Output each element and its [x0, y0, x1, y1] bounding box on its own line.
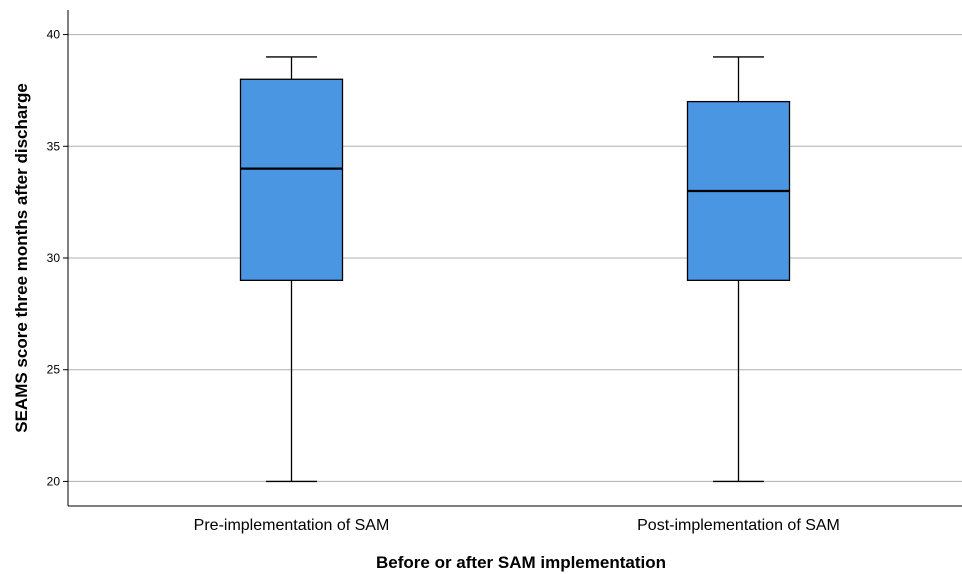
y-tick-label-20: 20 [47, 474, 61, 488]
box-group-1 [686, 56, 791, 483]
y-tick-label-40: 40 [47, 28, 61, 42]
boxes [239, 56, 791, 483]
y-axis-title: SEAMS score three months after discharge [12, 83, 31, 433]
y-tick-label-25: 25 [47, 363, 61, 377]
x-category-label-1: Post-implementation of SAM [637, 517, 840, 534]
y-tick-labels: 20 25 30 35 40 [47, 28, 68, 488]
x-category-label-0: Pre-implementation of SAM [194, 517, 390, 534]
x-category-labels: Pre-implementation of SAM Post-implementa… [194, 517, 840, 534]
iqr-box [239, 78, 344, 281]
y-tick-label-30: 30 [47, 251, 61, 265]
y-tick-label-35: 35 [47, 139, 61, 153]
gridlines [68, 34, 962, 482]
box-group-0 [239, 56, 344, 483]
x-axis-title: Before or after SAM implementation [376, 553, 666, 572]
